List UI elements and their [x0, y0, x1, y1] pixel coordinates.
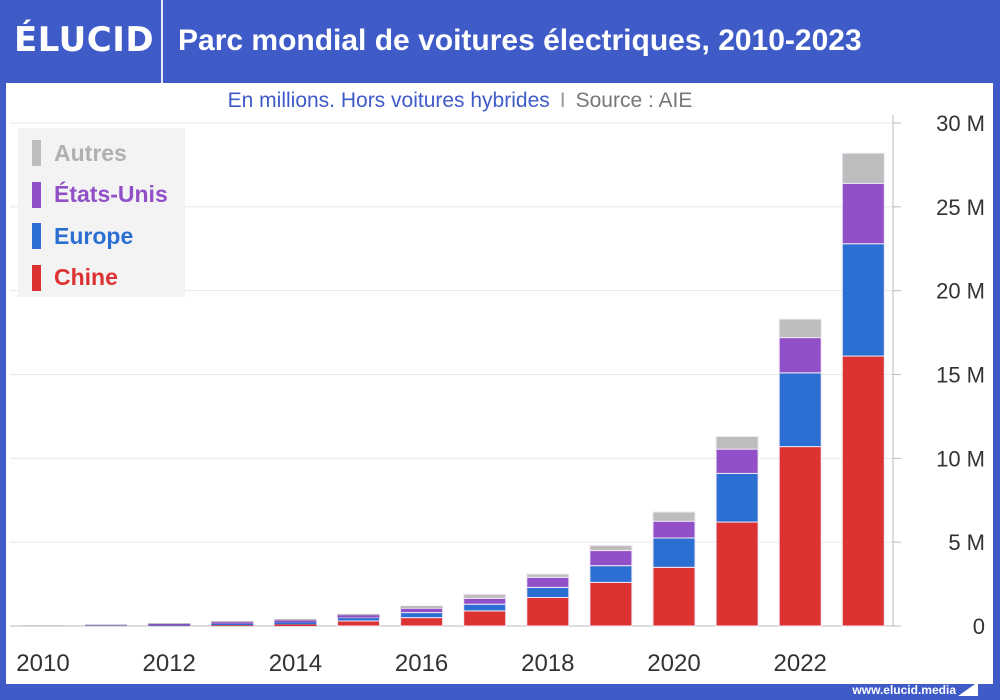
bar-2014-tatsunis: [274, 620, 317, 623]
y-tick-label: 25 M: [936, 195, 985, 220]
bar-2015-chine: [337, 620, 380, 627]
elucid-logo: ÉLUCID: [14, 20, 155, 60]
bar-2021-europe: [715, 472, 759, 523]
y-tick-label: 0: [973, 614, 985, 639]
y-tick-label: 30 M: [936, 111, 985, 136]
legend-item: Europe: [32, 223, 133, 249]
bar-2016-autres: [400, 605, 443, 609]
bar-2014-autres: [274, 618, 317, 621]
bar-2022-europe: [778, 372, 822, 448]
bar-2018-chine: [526, 596, 570, 627]
legend-swatch: [32, 223, 41, 249]
legend-item: Autres: [32, 140, 127, 166]
bar-2015-europe: [337, 617, 380, 622]
y-tick-label: 10 M: [936, 446, 985, 471]
bar-2022-chine: [778, 446, 822, 627]
bar-2016-chine: [400, 617, 444, 627]
bar-2018-autres: [526, 573, 570, 578]
legend-label: Autres: [54, 139, 127, 166]
bar-2012-europe: [148, 624, 191, 626]
x-tick-label: 2020: [647, 650, 700, 677]
bar-2023-chine: [841, 355, 885, 627]
bar-2017-tatsunis: [463, 597, 507, 605]
bar-2014-europe: [274, 622, 317, 625]
bar-2016-tatsunis: [400, 607, 444, 614]
bar-2021-chine: [715, 521, 759, 627]
bar-2019-europe: [589, 565, 633, 583]
bar-2019-chine: [589, 581, 633, 627]
bar-2021-autres: [715, 436, 759, 450]
legend-swatch: [32, 264, 41, 291]
bar-2015-tatsunis: [337, 615, 380, 618]
legend-swatch: [32, 181, 41, 208]
bar-2012-tatsunis: [148, 623, 191, 625]
x-tick-label: 2010: [16, 650, 69, 677]
y-tick-label: 15 M: [936, 363, 985, 388]
bar-2020-chine: [652, 566, 696, 627]
bar-2013-autres: [211, 620, 254, 623]
legend-item: États-Unis: [32, 181, 168, 208]
bar-2018-tatsunis: [526, 576, 570, 588]
bar-2013-tatsunis: [211, 622, 254, 624]
bar-2015-autres: [337, 613, 380, 616]
x-tick-label: 2012: [143, 650, 196, 677]
bar-2010-autres: [22, 625, 64, 626]
bar-2018-europe: [526, 586, 570, 598]
y-tick-label: 20 M: [936, 279, 985, 304]
bar-2023-tatsunis: [841, 182, 885, 245]
bar-2017-europe: [463, 603, 507, 612]
legend-label: États-Unis: [54, 181, 168, 207]
bar-2020-autres: [652, 511, 696, 522]
bar-2017-chine: [463, 610, 507, 627]
x-tick-label: 2014: [269, 650, 322, 677]
bar-2013-europe: [211, 623, 254, 626]
bar-2023-autres: [841, 152, 885, 184]
subtitle-text: En millions. Hors voitures hybrides: [227, 89, 550, 112]
bar-2019-tatsunis: [589, 550, 633, 567]
x-tick-label: 2022: [774, 650, 827, 677]
bar-2012-autres: [148, 622, 191, 624]
bar-2021-tatsunis: [715, 448, 759, 474]
header-divider: [161, 0, 163, 83]
x-tick-label: 2016: [395, 650, 448, 677]
footer-url[interactable]: www.elucid.media: [852, 683, 956, 697]
subtitle-separator: I: [559, 89, 566, 112]
bar-2014-chine: [274, 624, 317, 626]
bar-2016-europe: [400, 612, 444, 619]
bar-2013-chine: [211, 625, 254, 626]
x-tick-label: 2018: [521, 650, 574, 677]
legend-swatch: [32, 140, 41, 166]
legend: Autres États-Unis Europe Chine: [18, 128, 185, 297]
bar-2011-autres: [85, 624, 128, 626]
bar-2020-europe: [652, 537, 696, 568]
source-text: Source : AIE: [575, 89, 693, 112]
y-tick-label: 5 M: [948, 530, 985, 555]
legend-label: Europe: [54, 222, 134, 249]
elucid-flag-icon: [958, 682, 978, 696]
bar-2019-autres: [589, 545, 633, 552]
bar-2023-europe: [841, 243, 885, 357]
chart-subtitle: En millions. Hors voitures hybrides I Sour…: [0, 89, 920, 113]
header: ÉLUCID Parc mondial de voitures électriq…: [0, 0, 1000, 83]
legend-item: Chine: [32, 264, 118, 291]
bar-2022-tatsunis: [778, 337, 822, 374]
bar-2017-autres: [463, 593, 507, 599]
legend-label: Chine: [54, 264, 118, 290]
bar-2022-autres: [778, 318, 822, 339]
bar-2020-tatsunis: [652, 520, 696, 539]
chart-title: Parc mondial de voitures électriques, 20…: [178, 24, 862, 57]
